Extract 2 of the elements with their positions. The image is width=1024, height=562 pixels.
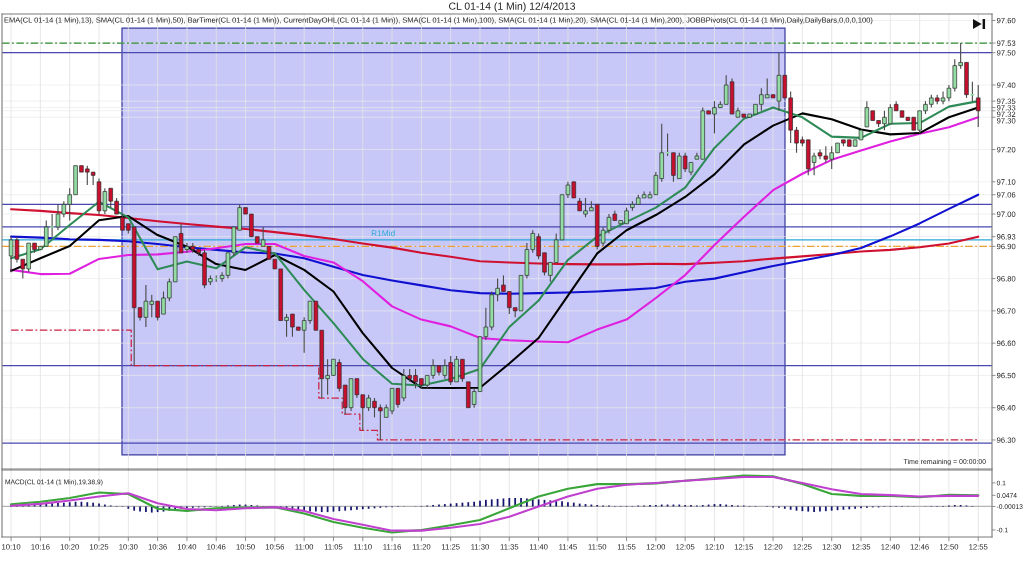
chart-title: CL 01-14 (1 Min) 12/4/2013 <box>449 2 576 12</box>
ref-line-label: R1Mid <box>371 230 395 237</box>
